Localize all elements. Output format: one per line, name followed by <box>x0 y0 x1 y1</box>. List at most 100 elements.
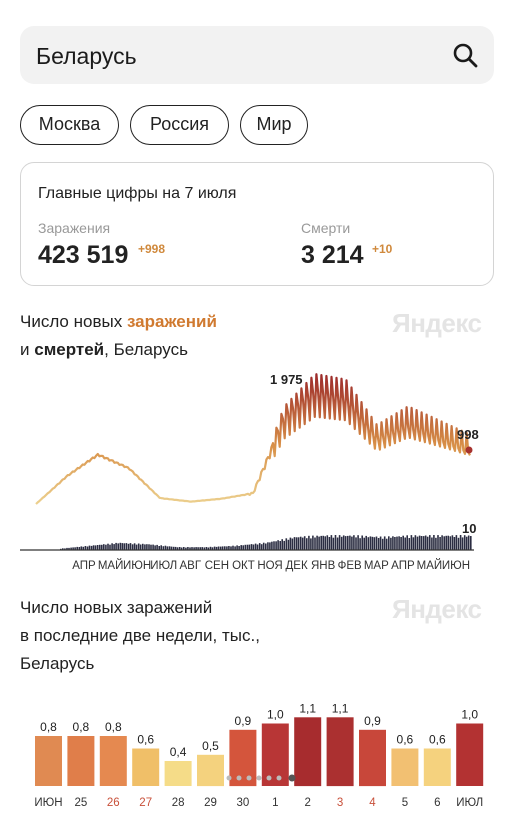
bar-tick-label: 6 <box>434 797 440 809</box>
deaths-bar <box>340 536 343 550</box>
deaths-bar <box>197 547 199 550</box>
deaths-bar <box>183 547 185 550</box>
bar-30[interactable] <box>229 729 257 787</box>
deaths-bar <box>121 543 124 550</box>
deaths-bar <box>217 546 220 550</box>
deaths-bar <box>195 547 197 550</box>
deaths-bar <box>271 541 273 550</box>
month-tick-label: АПР <box>391 560 415 572</box>
deaths-bar <box>201 547 203 550</box>
deaths-bar <box>461 537 464 550</box>
chip-russia[interactable]: Россия <box>130 105 229 145</box>
deaths-bar <box>314 537 316 550</box>
deaths-bar <box>178 547 181 550</box>
bar-26[interactable] <box>99 736 127 786</box>
deaths-bar <box>293 537 296 550</box>
chip-world[interactable]: Мир <box>240 105 308 145</box>
deaths-bar <box>336 537 339 550</box>
deaths-bar <box>465 536 468 550</box>
pager-dot[interactable] <box>236 775 242 781</box>
deaths-bar <box>82 546 85 550</box>
deaths-bar <box>224 546 226 550</box>
deaths-bar <box>242 545 244 550</box>
bar-tick-label: 27 <box>139 797 152 809</box>
pager-dot[interactable] <box>276 775 282 781</box>
search-icon[interactable] <box>452 42 478 68</box>
chart1-title-bold: смертей <box>34 340 105 359</box>
deaths-bar <box>86 546 89 550</box>
deaths-bar <box>435 537 437 550</box>
deaths-bar <box>275 541 277 550</box>
deaths-bar <box>144 544 146 550</box>
deaths-bar <box>209 546 212 550</box>
deaths-bar <box>207 547 210 550</box>
deaths-bar <box>119 542 122 550</box>
cases-deaths-chart: 1 975 998 10 АПР МАЙ ИЮН ИЮЛ АВГ СЕН ОКТ НОЯ ДЕК… <box>20 372 479 572</box>
deaths-bar <box>176 547 179 550</box>
bar-value-label: 0,5 <box>202 739 219 753</box>
deaths-bar <box>355 537 357 550</box>
two-weeks-bar-chart: 0,8ИЮН0,8250,8260,6270,4280,5290,9301,01… <box>34 701 484 809</box>
deaths-bar <box>383 536 386 550</box>
deaths-bar <box>180 547 183 550</box>
bar-25[interactable] <box>67 736 95 786</box>
deaths-bar <box>252 544 255 550</box>
yandex-logo-2: Яндекс <box>392 594 482 624</box>
bar-28[interactable] <box>164 761 192 786</box>
deaths-bar <box>96 545 99 550</box>
deaths-bar <box>379 536 382 550</box>
pager-dot[interactable] <box>246 775 252 781</box>
bar-3[interactable] <box>326 717 354 787</box>
deaths-bar <box>68 547 70 550</box>
pager-dot[interactable] <box>226 775 232 781</box>
chart1-title-highlight: заражений <box>126 312 217 331</box>
bar-27[interactable] <box>132 748 160 787</box>
deaths-bar <box>455 535 458 550</box>
chip-moscow[interactable]: Москва <box>20 105 119 145</box>
bar-4[interactable] <box>359 729 386 787</box>
deaths-bar <box>322 535 324 550</box>
bar-24[interactable] <box>35 736 62 786</box>
month-tick-label: МАЙ <box>417 559 443 572</box>
deaths-bar <box>230 546 232 550</box>
cases-value: 423 519 <box>38 241 129 269</box>
search-bar[interactable]: Беларусь <box>20 26 494 84</box>
bar-5[interactable] <box>391 748 419 787</box>
pager-dots[interactable] <box>226 774 296 782</box>
pager-dot-active[interactable] <box>288 774 296 782</box>
deaths-bar <box>267 542 269 550</box>
pager-dot[interactable] <box>266 775 272 781</box>
deaths-bar <box>146 544 148 550</box>
month-tick-label: МАЙ <box>98 559 124 572</box>
deaths-bar <box>359 538 361 550</box>
deaths-bar <box>441 535 443 550</box>
bar-7[interactable] <box>456 723 484 787</box>
bar-value-label: 0,9 <box>235 714 252 728</box>
deaths-bar <box>258 543 261 550</box>
deaths-bar <box>185 547 187 550</box>
deaths-bar <box>404 537 406 550</box>
search-input[interactable]: Беларусь <box>36 43 137 69</box>
pager-dot[interactable] <box>256 775 262 781</box>
deaths-bar <box>236 545 238 550</box>
deaths-bar <box>187 547 189 550</box>
deaths-bar <box>129 543 132 550</box>
bar-29[interactable] <box>197 754 224 787</box>
deaths-bar <box>156 544 158 550</box>
deaths-bar <box>375 536 378 550</box>
bar-1[interactable] <box>261 723 289 787</box>
deaths-bar <box>308 535 310 550</box>
deaths-bar <box>451 535 454 550</box>
deaths-bar <box>189 547 191 550</box>
deaths-bar <box>256 544 259 550</box>
bar-6[interactable] <box>423 748 451 787</box>
bar-value-label: 1,0 <box>267 708 284 722</box>
deaths-bar <box>133 543 136 550</box>
deaths-bar <box>349 535 351 550</box>
bar-value-label: 1,0 <box>461 708 478 722</box>
deaths-bar <box>363 537 365 550</box>
deaths-bar <box>246 544 249 550</box>
deaths-bar <box>381 538 384 550</box>
deaths-bar <box>125 543 128 550</box>
bar-2[interactable] <box>294 717 322 787</box>
